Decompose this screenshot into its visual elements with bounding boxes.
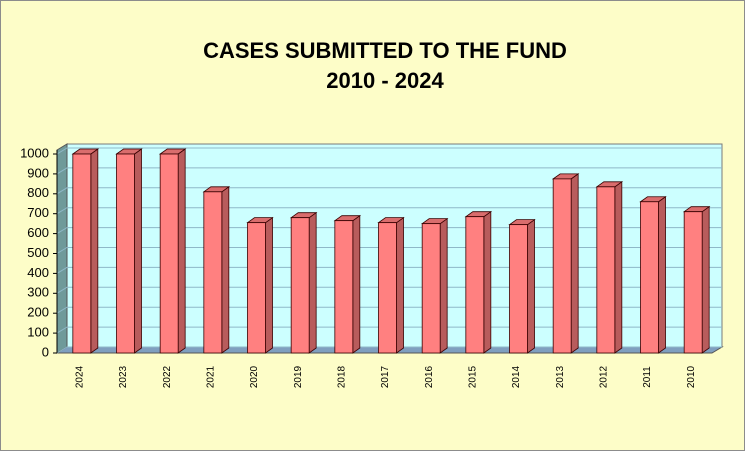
bar bbox=[333, 214, 362, 354]
plot-area: 0 100 200 300 400 500 600 700 800 900 1000 2024 2023… bbox=[20, 143, 724, 388]
bar-side bbox=[439, 217, 448, 354]
bar-side bbox=[527, 218, 535, 354]
x-tick-label: 2011 bbox=[642, 366, 653, 388]
bar-side bbox=[265, 216, 273, 354]
bar bbox=[202, 186, 231, 354]
bar-front bbox=[552, 178, 572, 354]
y-tick-label: 600 bbox=[27, 225, 49, 240]
bar-front bbox=[465, 216, 485, 354]
bar-side bbox=[221, 186, 230, 354]
x-tick-label: 2018 bbox=[336, 365, 347, 388]
bar-front bbox=[421, 223, 441, 354]
grid-line bbox=[56, 266, 722, 274]
grid-line bbox=[56, 227, 722, 235]
x-tick-label: 2017 bbox=[380, 365, 391, 388]
bar-side bbox=[614, 181, 623, 354]
bar-front bbox=[334, 220, 354, 354]
bar-side bbox=[570, 173, 579, 354]
bar bbox=[464, 210, 493, 354]
x-tick-label: 2016 bbox=[424, 365, 435, 388]
grid-line bbox=[56, 326, 722, 334]
bar-front bbox=[72, 153, 92, 354]
bar-side bbox=[134, 148, 142, 354]
bar-side bbox=[658, 195, 666, 354]
y-tick-label: 800 bbox=[27, 185, 49, 200]
bar-front bbox=[640, 201, 659, 354]
y-tick-label: 400 bbox=[27, 265, 49, 280]
bar-side bbox=[308, 211, 317, 354]
grid-line bbox=[56, 167, 722, 175]
bar bbox=[682, 205, 711, 354]
chart-subtitle: 2010 - 2024 bbox=[326, 68, 444, 93]
y-tick-label: 100 bbox=[27, 325, 49, 340]
bar-side bbox=[177, 148, 186, 354]
x-tick-label: 2021 bbox=[205, 365, 216, 388]
bar-front bbox=[290, 217, 310, 354]
bar-side bbox=[483, 210, 492, 354]
grid-line bbox=[56, 187, 722, 195]
y-tick-label: 900 bbox=[27, 165, 49, 180]
bar-front bbox=[116, 153, 135, 354]
bar-front bbox=[683, 211, 703, 354]
bar bbox=[71, 148, 100, 354]
bar bbox=[158, 148, 187, 354]
grid-line bbox=[56, 147, 722, 155]
bar bbox=[420, 217, 449, 354]
x-tick-label: 2019 bbox=[293, 365, 304, 388]
grid-line bbox=[56, 346, 722, 354]
bar-front bbox=[247, 222, 266, 354]
y-tick-label: 700 bbox=[27, 205, 49, 220]
bar-side bbox=[396, 216, 404, 354]
bar bbox=[377, 216, 405, 354]
x-tick-label: 2010 bbox=[686, 365, 697, 388]
bar-side bbox=[90, 148, 99, 354]
x-tick-label: 2024 bbox=[74, 365, 85, 388]
bar-front bbox=[378, 222, 397, 354]
x-tick-label: 2020 bbox=[249, 365, 260, 388]
grid-line bbox=[56, 207, 722, 215]
y-tick-label: 500 bbox=[27, 245, 49, 260]
bar bbox=[289, 211, 318, 354]
x-tick-label: 2015 bbox=[467, 365, 478, 388]
bar-front bbox=[203, 191, 223, 354]
bar bbox=[508, 218, 536, 354]
grid-line bbox=[56, 306, 722, 314]
bar-front bbox=[159, 153, 179, 354]
x-tick-label: 2013 bbox=[555, 365, 566, 388]
grid-line bbox=[56, 247, 722, 254]
bar bbox=[639, 195, 667, 354]
chart-title: CASES SUBMITTED TO THE FUND bbox=[203, 38, 567, 63]
bar bbox=[551, 173, 580, 354]
bar-side bbox=[352, 214, 361, 354]
bar bbox=[246, 216, 274, 354]
x-tick-label: 2012 bbox=[598, 365, 609, 388]
bar bbox=[115, 148, 143, 354]
bar-front bbox=[596, 186, 616, 354]
y-tick-label: 1000 bbox=[20, 145, 49, 160]
grid-line bbox=[56, 286, 722, 294]
y-tick-label: 200 bbox=[27, 305, 49, 320]
y-tick-label: 300 bbox=[27, 285, 49, 300]
x-tick-label: 2022 bbox=[162, 365, 173, 388]
bar-front bbox=[509, 224, 528, 354]
y-tick-label: 0 bbox=[42, 344, 49, 359]
bar-side bbox=[701, 205, 710, 354]
bar bbox=[595, 181, 624, 354]
x-tick-label: 2014 bbox=[511, 365, 522, 388]
x-tick-label: 2023 bbox=[118, 365, 129, 388]
